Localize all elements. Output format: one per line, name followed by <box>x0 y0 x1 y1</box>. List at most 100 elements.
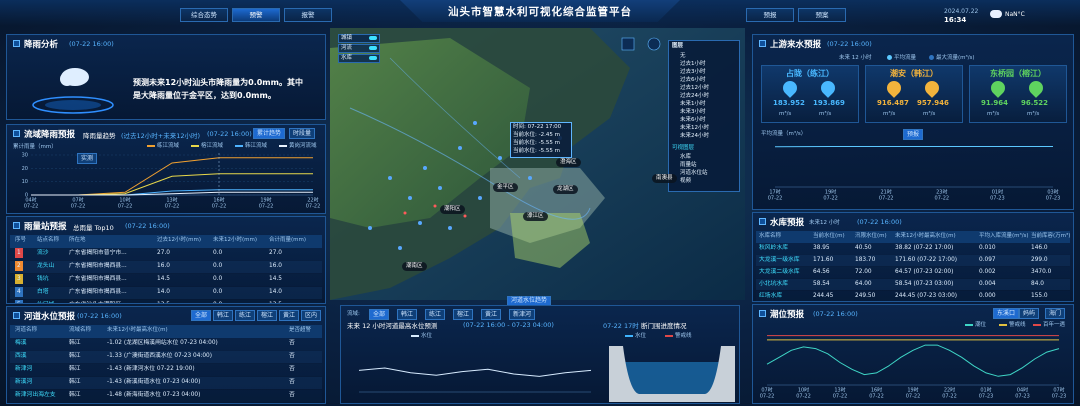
layer-option[interactable]: 无 <box>680 53 686 59</box>
panel-icon <box>759 40 766 47</box>
legend-label: 黄岗河流域 <box>289 143 317 149</box>
toggle-switch[interactable] <box>369 56 377 60</box>
table-cell: 38.95 <box>813 245 830 251</box>
x-tick-label: 13时 <box>166 197 177 204</box>
layer-option[interactable]: 未来24小时 <box>680 133 709 139</box>
x-tick-label: 22时 <box>307 197 318 204</box>
legend-swatch <box>625 335 633 337</box>
filter-button[interactable]: 韩江 <box>213 310 234 321</box>
gate-water <box>617 362 727 394</box>
layer-option[interactable]: 过去6小时 <box>680 77 706 83</box>
layer-option[interactable]: 未来12小时 <box>680 125 709 131</box>
panel-title: 河道水位预报 <box>24 312 76 322</box>
table-header: 所在地 <box>69 237 86 243</box>
map-highlight <box>510 213 590 268</box>
panel-time: (07-22 16:00) <box>125 222 170 230</box>
filter-button[interactable]: 韩江 <box>397 309 418 320</box>
nav-tab[interactable]: 预警 <box>232 8 280 22</box>
trend-heading: 未来 12 小时河道最高水位预测 <box>347 322 438 330</box>
y-tick-label: 20 <box>22 166 28 172</box>
table-header: 过去12小时(mm) <box>157 237 202 243</box>
filter-button[interactable]: 全部 <box>369 309 390 320</box>
layer-option[interactable]: 未来6小时 <box>680 117 706 123</box>
table-row <box>10 351 322 363</box>
x-tick-date: 07-22 <box>869 394 884 400</box>
table-cell: 249.50 <box>855 293 876 299</box>
filter-button[interactable]: 榕江 <box>453 309 474 320</box>
panel-title: 降雨分析 <box>24 40 59 50</box>
table-cell: 244.45 <box>813 293 834 299</box>
layer-toggle-bg <box>338 54 380 63</box>
filter-button[interactable]: 时段量 <box>289 128 316 139</box>
table-cell: 否 <box>289 340 295 346</box>
visible-layer[interactable]: 雨量站 <box>680 162 697 168</box>
table-row <box>10 274 322 286</box>
legend-label: 警戒线 <box>675 333 692 339</box>
table-cell: 38.82 (07-22 17:00) <box>895 245 954 251</box>
nav-tab[interactable]: 报警 <box>284 8 332 22</box>
table-cell: -1.33 (广澳街道西溪水位 07-23 04:00) <box>107 353 212 359</box>
layer-option[interactable]: 过去12小时 <box>680 85 709 91</box>
filter-button[interactable]: 新津河 <box>509 309 536 320</box>
toggle-switch[interactable] <box>369 46 377 50</box>
legend-swatch <box>965 324 973 326</box>
layer-toggle[interactable]: 城镇 <box>341 35 353 41</box>
panel-icon <box>759 218 766 225</box>
filter-button[interactable]: 榕江 <box>257 310 278 321</box>
visible-layer[interactable]: 视频 <box>680 178 692 184</box>
filter-button[interactable]: 全部 <box>191 310 212 321</box>
filter-button[interactable]: 区内 <box>301 310 322 321</box>
station-name: 东桥园（榕江） <box>990 69 1046 78</box>
layer-option[interactable]: 未来3小时 <box>680 109 706 115</box>
visible-layer[interactable]: 水库 <box>680 154 692 160</box>
filter-button[interactable]: 黄江 <box>481 309 502 320</box>
chart: 17时07-2219时07-2221时07-2223时07-2201时07-23… <box>768 146 1060 202</box>
filter-button[interactable]: 东溪口 <box>993 308 1020 319</box>
rain-analysis-panel: 降雨分析 (07-22 16:00) 预测未来12小时汕头市降雨量为0.0mm。其中… <box>6 34 326 120</box>
x-tick-date: 07-22 <box>212 204 227 210</box>
nav-tab[interactable]: 预案 <box>798 8 846 22</box>
visible-layer[interactable]: 河道水位站 <box>680 170 708 176</box>
x-tick-date: 07-23 <box>990 196 1005 202</box>
panel-icon <box>13 40 20 47</box>
home-button[interactable] <box>621 37 635 51</box>
layer-toggle-bg <box>338 44 380 53</box>
y-tick-label: 30 <box>22 153 28 159</box>
x-tick-date: 07-22 <box>306 204 321 210</box>
nav-tab[interactable]: 综合态势 <box>180 8 228 22</box>
filter-button[interactable]: 妈屿 <box>1019 308 1040 319</box>
filter-button[interactable]: 练江 <box>235 310 256 321</box>
panel-icon <box>13 222 20 229</box>
layer-option[interactable]: 过去3小时 <box>680 69 706 75</box>
filter-button[interactable]: 海门 <box>1045 308 1066 319</box>
table-row <box>756 243 1070 254</box>
filter-button[interactable]: 黄江 <box>279 310 300 321</box>
globe-button[interactable] <box>647 37 661 51</box>
table-header-bg <box>10 325 322 338</box>
layer-option[interactable]: 未来1小时 <box>680 101 706 107</box>
filter-button[interactable]: 累计趋势 <box>253 128 286 139</box>
x-tick-date: 07-22 <box>259 204 274 210</box>
layer-toggle[interactable]: 河流 <box>341 45 353 51</box>
table-cell: 14.5 <box>269 276 282 282</box>
cloud <box>60 72 74 86</box>
x-tick-label: 22时 <box>944 387 955 394</box>
x-tick-date: 07-22 <box>165 204 180 210</box>
table-row <box>10 364 322 376</box>
y-axis-label: 累计雨量（mm） <box>13 144 57 150</box>
layer-toggle[interactable]: 水库 <box>341 55 353 61</box>
table-row <box>10 390 322 402</box>
table-cell: 27.0 <box>269 250 282 256</box>
x-tick-date: 07-22 <box>118 204 133 210</box>
toggle-switch[interactable] <box>369 36 377 40</box>
filter-button[interactable]: 练江 <box>425 309 446 320</box>
table-row <box>10 287 322 299</box>
nav-tab[interactable]: 预报 <box>746 8 794 22</box>
x-tick-label: 07时 <box>761 387 772 394</box>
layer-option[interactable]: 过去24小时 <box>680 93 709 99</box>
layer-option[interactable]: 过去1小时 <box>680 61 706 67</box>
legend-swatch <box>1033 324 1041 326</box>
table-cell: 新溪河 <box>15 379 33 385</box>
legend-label: 潮位 <box>975 322 987 328</box>
table-row <box>756 279 1070 290</box>
